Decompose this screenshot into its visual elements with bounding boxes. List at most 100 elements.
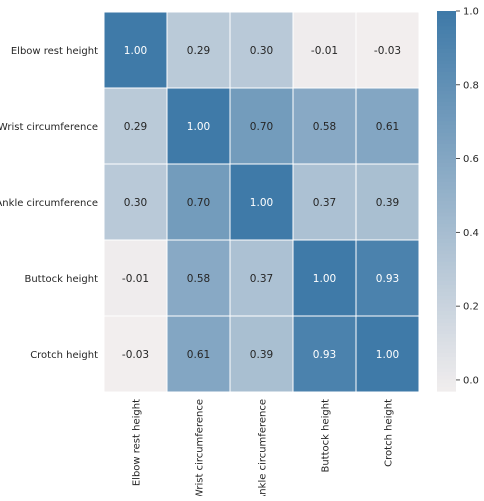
heatmap-cell-r2-c1	[166, 163, 231, 241]
heatmap-cell-label-r4-c2: 0.39	[250, 349, 273, 361]
colorbar-segment-8	[437, 41, 456, 46]
colorbar-segment-97	[437, 379, 456, 384]
heatmap-cell-label-r2-c4: 0.39	[376, 197, 399, 209]
colorbar-segment-24	[437, 102, 456, 107]
colorbar-segment-40	[437, 163, 456, 168]
colorbar-segment-15	[437, 68, 456, 73]
colorbar-segment-42	[437, 170, 456, 175]
heatmap-cell-labels: 1.00 0.29 0.30 -0.01 -0.03 0.29 1.00 0.70 0.58 0.…	[122, 45, 401, 361]
colorbar-segment-50	[437, 201, 456, 206]
colorbar-segment-80	[437, 315, 456, 320]
colorbar-segment-66	[437, 261, 456, 267]
row-label-1: Wrist circumference	[0, 122, 98, 133]
colorbar-segment-27	[437, 113, 456, 118]
colorbar-segment-54	[437, 216, 456, 221]
colorbar-segment-41	[437, 166, 456, 172]
colorbar-segment-65	[437, 258, 456, 263]
colorbar-segment-88	[437, 345, 456, 350]
heatmap-cell-label-r1-c2: 0.70	[250, 121, 273, 133]
heatmap-cell-label-r1-c4: 0.61	[376, 121, 399, 133]
colorbar-segment-98	[437, 383, 456, 388]
heatmap-cell-label-r3-c1: 0.58	[187, 273, 210, 285]
heatmap-cell-r4-c1	[166, 315, 231, 393]
colorbar-segment-51	[437, 204, 456, 210]
colorbar-segment-25	[437, 106, 456, 111]
colorbar	[437, 11, 456, 392]
colorbar-segment-82	[437, 322, 456, 327]
heatmap-cell-r0-c1	[166, 11, 231, 89]
colorbar-segment-44	[437, 178, 456, 183]
colorbar-segment-21	[437, 90, 456, 96]
colorbar-segment-87	[437, 341, 456, 346]
heatmap-cell-r3-c3	[292, 239, 357, 317]
heatmap-cell-r4-c2	[229, 315, 294, 393]
row-label-3: Buttock height	[24, 274, 98, 285]
colorbar-segment-71	[437, 280, 456, 286]
colorbar-segment-46	[437, 185, 456, 191]
heatmap-cell-r4-c4	[355, 315, 420, 393]
colorbar-segment-39	[437, 159, 456, 164]
colorbar-segment-60	[437, 239, 456, 244]
colorbar-segment-81	[437, 318, 456, 324]
heatmap-cell-r0-c3	[292, 11, 357, 89]
colorbar-segment-9	[437, 45, 456, 50]
colorbar-segment-86	[437, 337, 456, 343]
colorbar-segment-62	[437, 246, 456, 251]
colorbar-segment-72	[437, 284, 456, 289]
colorbar-segment-99	[437, 387, 456, 392]
heatmap-cell-label-r3-c3: 1.00	[313, 273, 336, 285]
colorbar-segment-78	[437, 307, 456, 312]
heatmap-cell-label-r1-c3: 0.58	[313, 121, 336, 133]
colorbar-segment-12	[437, 56, 456, 61]
heatmap-cell-r3-c2	[229, 239, 294, 317]
heatmap-cells	[103, 11, 420, 393]
colorbar-segment-14	[437, 64, 456, 69]
heatmap-cell-r0-c2	[229, 11, 294, 89]
colorbar-segment-55	[437, 220, 456, 225]
colorbar-segment-84	[437, 330, 456, 335]
colorbar-tick-label-3: 0.6	[463, 154, 479, 165]
column-label-0: Elbow rest height	[132, 399, 143, 486]
colorbar-segment-31	[437, 128, 456, 134]
heatmap-cell-label-r1-c0: 0.29	[124, 121, 147, 133]
heatmap-cell-r1-c4	[355, 87, 420, 165]
colorbar-segment-20	[437, 87, 456, 92]
heatmap-cell-label-r2-c3: 0.37	[313, 197, 336, 209]
row-label-2: Ankle circumference	[0, 198, 98, 209]
colorbar-segment-61	[437, 242, 456, 248]
colorbar-segment-58	[437, 231, 456, 236]
heatmap-cell-r0-c0	[103, 11, 168, 89]
colorbar-segment-29	[437, 121, 456, 126]
colorbar-segment-74	[437, 292, 456, 297]
colorbar-segment-89	[437, 349, 456, 354]
colorbar-segment-26	[437, 109, 456, 115]
colorbar-segment-13	[437, 60, 456, 65]
colorbar-segment-91	[437, 356, 456, 362]
colorbar-segment-6	[437, 33, 456, 39]
colorbar-tick-label-4: 0.8	[463, 80, 479, 91]
colorbar-segment-57	[437, 227, 456, 232]
column-label-4: Crotch height	[384, 399, 395, 467]
column-labels: Elbow rest height Wrist circumference Ankl…	[132, 399, 395, 501]
colorbar-tick-label-1: 0.2	[463, 302, 479, 313]
heatmap-cell-label-r0-c1: 0.29	[187, 45, 210, 57]
colorbar-segment-3	[437, 22, 456, 27]
colorbar-segment-22	[437, 94, 456, 99]
heatmap-cell-label-r4-c4: 1.00	[376, 349, 399, 361]
colorbar-segment-5	[437, 30, 456, 35]
colorbar-segment-95	[437, 372, 456, 377]
colorbar-segment-56	[437, 223, 456, 229]
heatmap-cell-r2-c3	[292, 163, 357, 241]
heatmap-cell-r3-c4	[355, 239, 420, 317]
colorbar-segment-4	[437, 26, 456, 31]
colorbar-segment-18	[437, 79, 456, 84]
colorbar-segment-34	[437, 140, 456, 145]
colorbar-segment-59	[437, 235, 456, 240]
row-label-4: Crotch height	[30, 350, 98, 361]
colorbar-segment-10	[437, 49, 456, 54]
colorbar-segment-30	[437, 125, 456, 130]
heatmap-cell-label-r0-c4: -0.03	[374, 45, 401, 57]
heatmap-cell-r2-c4	[355, 163, 420, 241]
colorbar-segment-63	[437, 250, 456, 255]
heatmap-cell-label-r0-c3: -0.01	[311, 45, 338, 57]
